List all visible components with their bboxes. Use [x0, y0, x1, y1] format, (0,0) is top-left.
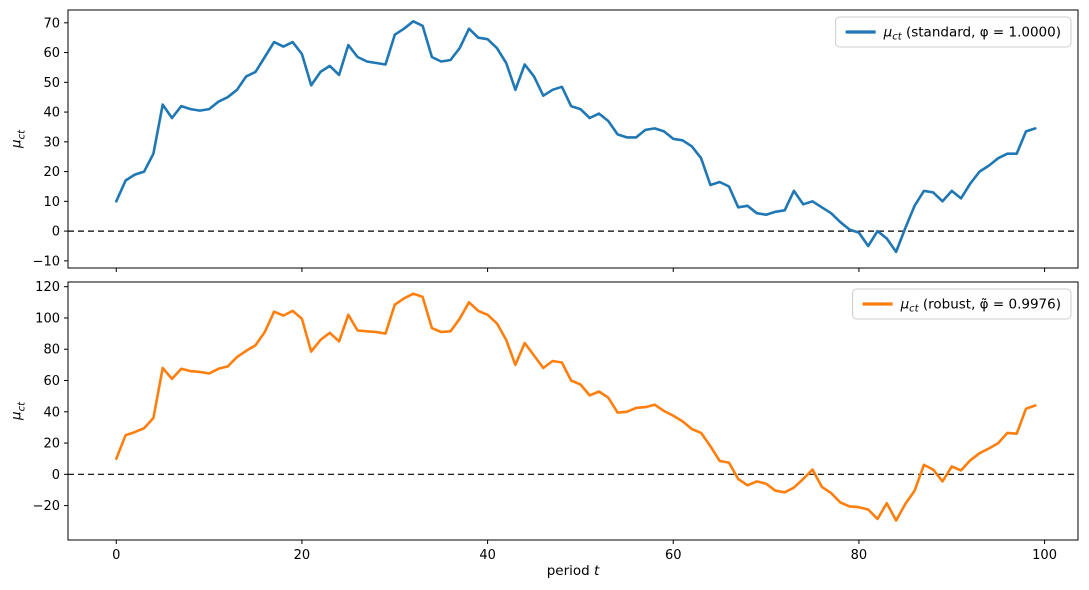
legend-box — [852, 288, 1072, 320]
legend-label: μct (standard, φ = 1.0000) — [883, 25, 1061, 43]
y-tick-label: 10 — [43, 195, 60, 210]
x-tick-label: 60 — [665, 548, 682, 563]
x-tick-label: 0 — [112, 548, 120, 563]
subplot-standard: −10 0 10 20 30 40 50 60 70 μct (standard, φ = 1.0… — [33, 9, 1079, 272]
y-tick-label: 40 — [43, 106, 60, 121]
x-axis-label: period t — [547, 563, 600, 579]
y-ticks: −10 0 10 20 30 40 50 60 70 — [33, 16, 68, 269]
mu-subscript: ct — [16, 401, 28, 412]
x-tick-label: 20 — [294, 548, 311, 563]
y-tick-label: −20 — [33, 499, 60, 514]
y-tick-label: −10 — [33, 254, 60, 269]
legend-robust: μct (robust, φ̃ = 0.9976) — [852, 288, 1072, 320]
legend-label: μct (robust, φ̃ = 0.9976) — [900, 297, 1061, 315]
y-tick-label: 120 — [35, 280, 60, 295]
x-tick-label: 100 — [1032, 548, 1057, 563]
axes-frame — [67, 9, 1079, 269]
y-tick-label: 0 — [52, 468, 60, 483]
axes-frame — [67, 281, 1079, 541]
x-ticks: 0 20 40 60 80 100 — [112, 540, 1057, 563]
mu-symbol: μ — [8, 411, 25, 421]
y-tick-label: 50 — [43, 76, 60, 91]
x-axis-label-math: t — [594, 563, 600, 579]
y-tick-label: 100 — [35, 311, 60, 326]
y-tick-label: 40 — [43, 405, 60, 420]
robust-series-line — [115, 292, 1037, 522]
legend-standard: μct (standard, φ = 1.0000) — [835, 16, 1072, 48]
legend-box — [835, 16, 1072, 48]
y-tick-label: 30 — [43, 135, 60, 150]
standard-series-line — [115, 19, 1037, 254]
mu-subscript: ct — [16, 129, 28, 140]
y-tick-label: 60 — [43, 46, 60, 61]
y-ticks: −20 0 20 40 60 80 100 120 — [33, 280, 68, 514]
x-tick-label: 40 — [479, 548, 496, 563]
x-tick-label: 80 — [851, 548, 868, 563]
y-tick-label: 20 — [43, 165, 60, 180]
x-axis-label-text: period — [546, 563, 594, 579]
y-tick-label: 20 — [43, 437, 60, 452]
y-tick-label: 70 — [43, 16, 60, 31]
y-tick-label: 80 — [43, 343, 60, 358]
y-axis-label-bottom: μct — [9, 402, 28, 420]
y-tick-label: 60 — [43, 374, 60, 389]
x-ticks — [115, 268, 1046, 272]
mu-symbol: μ — [8, 139, 25, 149]
y-tick-label: 0 — [52, 225, 60, 240]
y-axis-label-top: μct — [9, 130, 28, 148]
subplot-robust: −20 0 20 40 60 80 100 120 0 20 40 60 80 100 μct (robus… — [33, 280, 1079, 563]
